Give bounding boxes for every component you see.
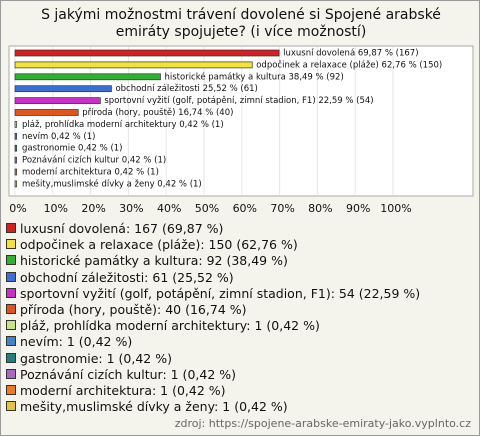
bar: [14, 97, 101, 104]
legend-label: mešity,muslimské dívky a ženy: 1 (0,42 %…: [20, 399, 288, 415]
legend-label: historické památky a kultura: 92 (38,49 …: [20, 253, 288, 269]
legend-item: Poznávání cizích kultur: 1 (0,42 %): [6, 367, 420, 383]
legend-swatch: [6, 336, 16, 347]
legend-label: Poznávání cizích kultur: 1 (0,42 %): [20, 366, 236, 382]
data-label: odpočinek a relaxace (pláže) 62,76 % (15…: [256, 59, 442, 70]
legend-swatch: [6, 223, 16, 233]
legend-label: nevím: 1 (0,42 %): [20, 334, 133, 350]
legend-item: nevím: 1 (0,42 %): [6, 334, 420, 350]
legend-item: sportovní vyžití (golf, potápění, zimní …: [6, 286, 420, 302]
source: zdroj: https://spojene-arabske-emiraty-j…: [174, 417, 471, 430]
data-label: obchodní záležitosti 25,52 % (61): [115, 84, 257, 94]
legend-swatch: [6, 271, 16, 282]
data-label: Poznávání cizích kultur 0,42 % (1): [22, 156, 166, 166]
data-label: luxusní dovolená 69,87 % (167): [283, 49, 418, 59]
legend-swatch: [6, 239, 16, 250]
bar: [14, 144, 17, 152]
plot-area: [8, 45, 474, 197]
bar: [14, 73, 161, 81]
x-tick-label: 50%: [195, 202, 219, 215]
x-tick-label: 80%: [308, 202, 332, 215]
legend-swatch: [6, 368, 16, 379]
legend-label: luxusní dovolená: 167 (69,87 %): [20, 221, 224, 236]
legend-item: odpočinek a relaxace (pláže): 150 (62,76…: [6, 237, 420, 253]
x-tick-label: 90%: [346, 202, 370, 215]
legend-item: pláž, prohlídka moderní architektury: 1 …: [6, 318, 420, 334]
data-label: příroda (hory, pouště) 16,74 % (40): [82, 107, 233, 118]
bar: [14, 180, 17, 188]
legend-item: mešity,muslimské dívky a ženy: 1 (0,42 %…: [6, 399, 420, 415]
x-tick-label: 70%: [270, 202, 294, 215]
legend-swatch: [6, 384, 16, 395]
bar: [14, 132, 17, 140]
legend-label: příroda (hory, pouště): 40 (16,74 %): [20, 301, 247, 317]
legend-swatch: [6, 352, 16, 363]
legend: luxusní dovolená: 167 (69,87 %) odpočinek…: [6, 221, 420, 415]
bar: [14, 85, 112, 93]
bar: [14, 121, 17, 128]
legend-label: moderní architektura: 1 (0,42 %): [20, 382, 226, 398]
legend-label: sportovní vyžití (golf, potápění, zimní …: [20, 285, 421, 301]
legend-item: gastronomie: 1 (0,42 %): [6, 351, 420, 367]
legend-swatch: [6, 320, 16, 331]
data-label: moderní architektura 0,42 % (1): [22, 168, 159, 178]
data-label: pláž, prohlídka moderní architektury 0,4…: [22, 120, 224, 130]
legend-item: moderní architektura: 1 (0,42 %): [6, 383, 420, 399]
x-tick-label: 100%: [380, 202, 411, 215]
bar: [14, 168, 17, 176]
chart-title: S jakými možnostmi trávení dovolené si S…: [41, 7, 441, 40]
x-tick-label: 60%: [233, 202, 257, 215]
x-tick-label: 40%: [157, 202, 181, 215]
data-label: mešity,muslimské dívky a ženy 0,42 % (1): [22, 178, 202, 189]
legend-swatch: [6, 401, 16, 412]
legend-item: luxusní dovolená: 167 (69,87 %): [6, 221, 420, 237]
legend-label: odpočinek a relaxace (pláže): 150 (62,76…: [20, 237, 298, 253]
legend-label: obchodní záležitosti: 61 (25,52 %): [20, 269, 234, 285]
bar: [14, 61, 253, 69]
bar: [14, 109, 79, 116]
legend-swatch: [6, 303, 16, 314]
x-tick-label: 20%: [81, 202, 105, 215]
legend-item: obchodní záležitosti: 61 (25,52 %): [6, 270, 420, 286]
legend-swatch: [6, 255, 16, 266]
legend-item: příroda (hory, pouště): 40 (16,74 %): [6, 302, 420, 318]
legend-item: historické památky a kultura: 92 (38,49 …: [6, 253, 420, 269]
legend-label: pláž, prohlídka moderní architektury: 1 …: [20, 318, 320, 334]
data-label: gastronomie 0,42 % (1): [22, 144, 122, 154]
data-label: nevím 0,42 % (1): [22, 132, 95, 142]
x-tick-label: 30%: [119, 202, 143, 215]
x-tick-label: 0%: [9, 202, 26, 215]
bar: [14, 156, 17, 164]
data-label: historické památky a kultura 38,49 % (92…: [164, 71, 343, 82]
legend-label: gastronomie: 1 (0,42 %): [20, 350, 172, 366]
legend-swatch: [6, 287, 16, 298]
bar: [14, 49, 280, 57]
data-label: sportovní vyžití (golf, potápění, zimní …: [104, 96, 373, 106]
x-tick-label: 10%: [44, 202, 68, 215]
